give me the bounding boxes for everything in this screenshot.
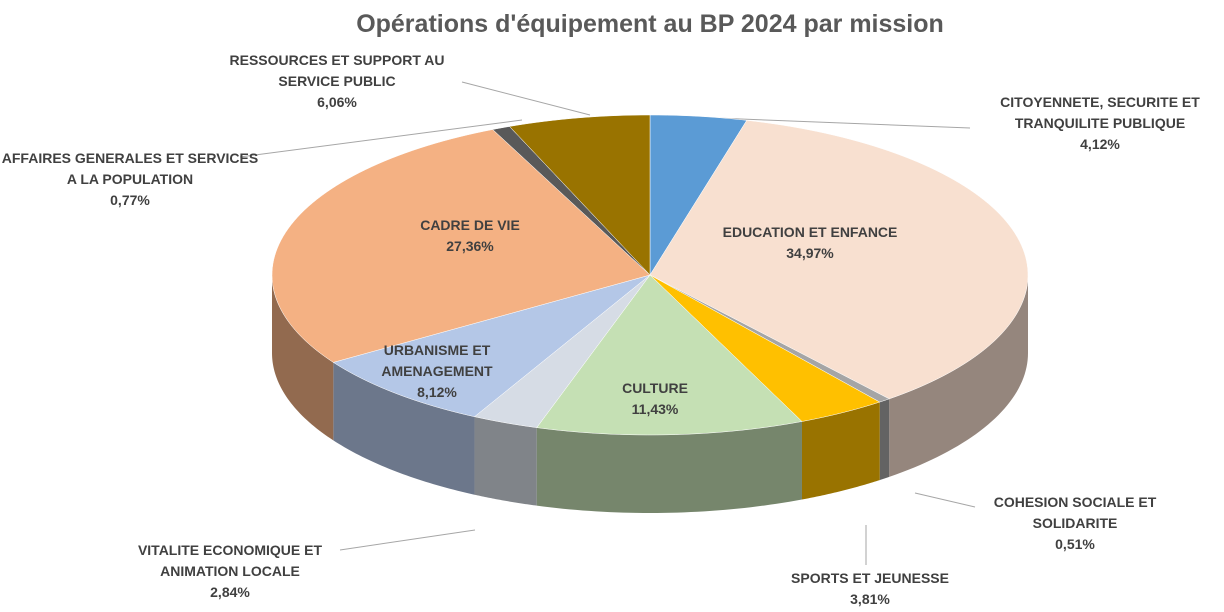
data-label: CULTURE 11,43%	[575, 378, 735, 420]
pie-side	[474, 416, 537, 506]
pie-side	[801, 402, 880, 500]
label-name: AFFAIRES GENERALES ET SERVICES A LA POPU…	[1, 150, 259, 187]
label-value: 11,43%	[631, 401, 679, 417]
pie-side	[889, 275, 1028, 477]
leader-line	[239, 119, 523, 158]
data-label: SPORTS ET JEUNESSE 3,81%	[770, 568, 970, 610]
pie-side	[879, 398, 890, 481]
leader-line	[914, 492, 976, 508]
label-name: EDUCATION ET ENFANCE	[722, 224, 898, 240]
data-label: COHESION SOCIALE ET SOLIDARITE 0,51%	[975, 492, 1175, 555]
pie-side	[333, 362, 475, 495]
data-label: VITALITE ECONOMIQUE ET ANIMATION LOCALE 2…	[100, 540, 360, 603]
data-label: CADRE DE VIE 27,36%	[390, 215, 550, 257]
data-label: CITOYENNETE, SECURITE ET TRANQUILITE PUB…	[975, 92, 1224, 155]
label-value: 3,81%	[850, 591, 890, 607]
label-value: 2,84%	[210, 584, 250, 600]
label-name: URBANISME ET AMENAGEMENT	[381, 342, 493, 379]
pie-slice	[649, 114, 748, 276]
pie-side	[536, 421, 802, 513]
label-name: CULTURE	[622, 380, 688, 396]
leader-line	[689, 116, 971, 129]
label-value: 0,77%	[110, 192, 150, 208]
label-value: 27,36%	[446, 238, 494, 254]
pie-slice	[509, 114, 651, 276]
label-name: SPORTS ET JEUNESSE	[791, 570, 949, 586]
pie-slice	[536, 274, 803, 436]
pie-slice	[649, 120, 1029, 400]
label-value: 6,06%	[317, 94, 357, 110]
pie-slice	[473, 274, 651, 428]
pie-slice	[649, 274, 881, 422]
leader-line	[461, 81, 591, 116]
label-value: 0,51%	[1055, 536, 1095, 552]
label-value: 4,12%	[1080, 136, 1120, 152]
label-name: CITOYENNETE, SECURITE ET TRANQUILITE PUB…	[1000, 94, 1200, 131]
label-value: 8,12%	[417, 384, 457, 400]
label-name: VITALITE ECONOMIQUE ET ANIMATION LOCALE	[137, 542, 323, 579]
pie-slice	[332, 274, 651, 417]
label-name: COHESION SOCIALE ET SOLIDARITE	[993, 494, 1157, 531]
pie-side	[272, 275, 334, 441]
chart-title: Opérations d'équipement au BP 2024 par m…	[356, 10, 944, 38]
data-label: EDUCATION ET ENFANCE 34,97%	[700, 222, 920, 264]
data-label: AFFAIRES GENERALES ET SERVICES A LA POPU…	[0, 148, 260, 211]
data-label: RESSOURCES ET SUPPORT AU SERVICE PUBLIC 6…	[207, 50, 467, 113]
label-value: 34,97%	[786, 245, 834, 261]
data-label: URBANISME ET AMENAGEMENT 8,12%	[362, 340, 512, 403]
label-name: RESSOURCES ET SUPPORT AU SERVICE PUBLIC	[229, 52, 445, 89]
label-name: CADRE DE VIE	[420, 217, 520, 233]
leader-line	[339, 529, 476, 551]
